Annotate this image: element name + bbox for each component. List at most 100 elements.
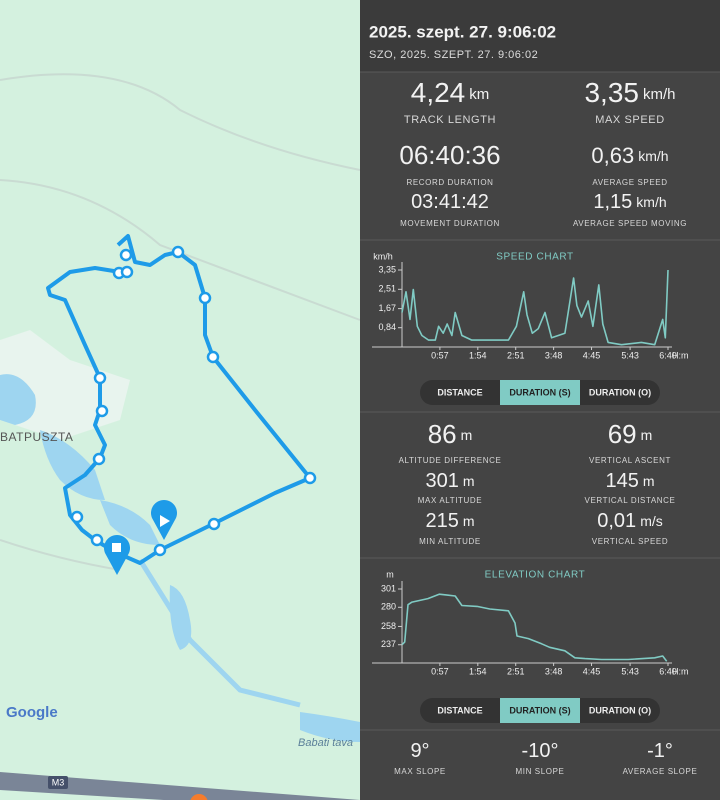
y-tick-label: 237 (381, 639, 396, 649)
stat-label: AVERAGE SPEED (592, 178, 667, 187)
stat-number: 9° (410, 740, 429, 762)
stat-number: 86 (428, 419, 457, 449)
stat-unit: m (461, 427, 473, 443)
chart-title: ELEVATION CHART (485, 570, 586, 581)
tab[interactable]: DURATION (S) (509, 387, 570, 397)
stat-label: MIN SLOPE (516, 767, 565, 776)
stat-value: 3,35 km/h (584, 77, 675, 108)
stat-number: 0,01 (597, 510, 636, 532)
stat-value: 0,01 m/s (597, 510, 663, 532)
stat-label: VERTICAL DISTANCE (585, 496, 676, 505)
stat-label: TRACK LENGTH (404, 114, 496, 126)
start-icon (160, 515, 170, 527)
stat-unit: km/h (636, 194, 666, 210)
y-tick-label: 1,67 (378, 303, 396, 313)
x-tick-label: 3:48 (545, 350, 563, 360)
tab[interactable]: DISTANCE (437, 387, 482, 397)
y-tick-label: 2,51 (378, 284, 396, 294)
lake-label: Babati tava (298, 737, 353, 749)
header-bg (360, 0, 720, 72)
stat-label: MIN ALTITUDE (419, 537, 481, 546)
water (0, 374, 36, 425)
stream (137, 558, 301, 708)
stat-number: 215 (425, 510, 458, 532)
stat-number: 145 (605, 470, 638, 492)
y-unit: km/h (373, 251, 393, 261)
map: BATPUSZTA Babati tava M3 Google (0, 0, 361, 805)
tab[interactable]: DISTANCE (437, 705, 482, 715)
waypoint[interactable] (70, 510, 84, 524)
stat-label: VERTICAL ASCENT (589, 456, 671, 465)
x-tick-label: 1:54 (469, 350, 487, 360)
water (300, 712, 360, 742)
water (100, 500, 160, 545)
y-tick-label: 280 (381, 602, 396, 612)
waypoint[interactable] (207, 517, 221, 531)
waypoint[interactable] (119, 248, 133, 262)
x-tick-label: 0:57 (431, 666, 449, 676)
waypoint[interactable] (153, 543, 167, 557)
y-tick-label: 3,35 (378, 264, 396, 274)
series-line (401, 269, 669, 346)
x-tick-label: 4:45 (583, 350, 601, 360)
road (0, 179, 361, 321)
tab[interactable]: DURATION (O) (589, 387, 651, 397)
waypoint[interactable] (198, 291, 212, 305)
attribution: Google (6, 704, 58, 721)
stat-value: 06:40:36 (399, 140, 500, 170)
x-tick-label: 3:48 (545, 666, 563, 676)
y-tick-label: 258 (381, 621, 396, 631)
stat-label: VERTICAL SPEED (592, 537, 668, 546)
x-tick-label: 6:40 (659, 350, 677, 360)
waypoint[interactable] (92, 452, 106, 466)
tab-selected (500, 380, 580, 405)
stat-number: 0,63 (591, 143, 634, 168)
y-tick-label: 0,84 (378, 322, 396, 332)
separators (360, 71, 720, 731)
tab[interactable]: DURATION (O) (589, 705, 651, 715)
waypoint[interactable] (90, 533, 104, 547)
stat-unit: km (469, 86, 489, 103)
stat-value: 86 m (428, 419, 473, 449)
end-pin[interactable] (104, 535, 130, 575)
waypoint[interactable] (120, 265, 134, 279)
stat-number: 1,15 (593, 191, 632, 213)
series-line (401, 593, 668, 662)
waypoint[interactable] (93, 371, 107, 385)
stat-value: 03:41:42 (411, 191, 489, 213)
stat-value: 215 m (425, 510, 474, 532)
x-unit: H:m (672, 350, 689, 360)
stat-number: 03:41:42 (411, 191, 489, 213)
tab[interactable]: DURATION (S) (509, 705, 570, 715)
stat-number: 06:40:36 (399, 140, 500, 170)
waypoint[interactable] (95, 404, 109, 418)
stat-value: -1° (647, 740, 673, 762)
stat-unit: m/s (640, 513, 663, 529)
y-tick-label: 301 (381, 583, 396, 593)
waypoint[interactable] (171, 245, 185, 259)
x-tick-label: 2:51 (507, 350, 525, 360)
tab-selected (500, 698, 580, 723)
waypoint[interactable] (303, 471, 317, 485)
stat-number: 3,35 (584, 77, 639, 108)
stat-label: ALTITUDE DIFFERENCE (399, 456, 502, 465)
header-title: 2025. szept. 27. 9:06:02 (369, 22, 556, 41)
end-icon (112, 543, 121, 552)
stat-number: 301 (425, 470, 458, 492)
stat-unit: km/h (638, 148, 668, 164)
road (0, 73, 361, 171)
chart-title: SPEED CHART (496, 252, 574, 263)
stat-value: -10° (522, 740, 559, 762)
waypoint[interactable] (206, 350, 220, 364)
stat-label: MOVEMENT DURATION (400, 219, 500, 228)
y-unit: m (386, 569, 394, 579)
stat-label: MAX SPEED (595, 114, 665, 126)
x-tick-label: 1:54 (469, 666, 487, 676)
stat-label: MAX SLOPE (394, 767, 446, 776)
water (40, 430, 105, 500)
road-badge (48, 776, 68, 789)
stat-label: AVERAGE SLOPE (623, 767, 698, 776)
stat-value: 9° (410, 740, 429, 762)
stat-number: -1° (647, 740, 673, 762)
